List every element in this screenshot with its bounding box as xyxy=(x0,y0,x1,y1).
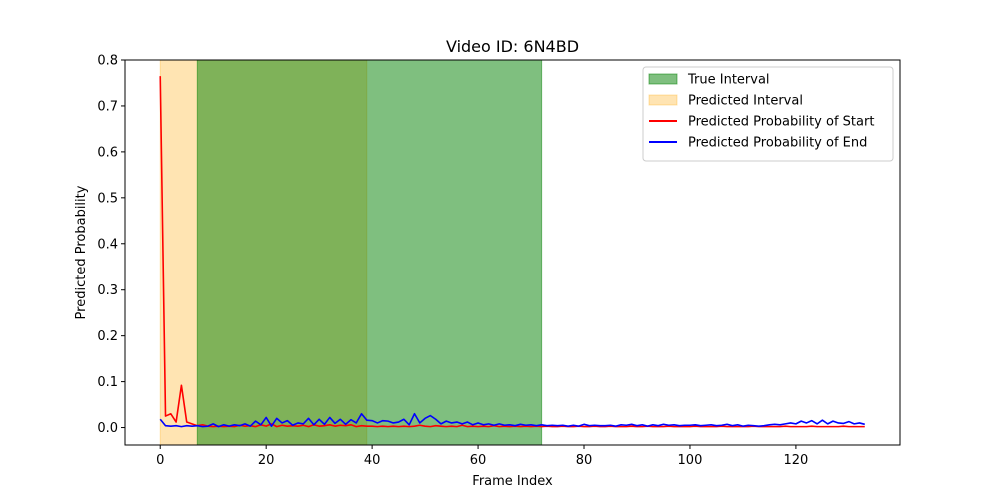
y-axis-ticks: 0.0 0.1 0.2 0.3 0.4 0.5 0.6 0.7 0.8 xyxy=(97,54,125,436)
y-tick-label: 0.5 xyxy=(97,191,118,206)
x-tick-label: 60 xyxy=(470,453,487,468)
legend: True Interval Predicted Interval Predicted… xyxy=(642,66,894,162)
x-axis-ticks: 0 20 40 60 80 100 120 xyxy=(156,445,808,468)
y-tick-label: 0.4 xyxy=(97,237,118,252)
x-tick-label: 40 xyxy=(364,453,381,468)
y-tick-label: 0.6 xyxy=(97,145,118,160)
x-tick-label: 120 xyxy=(783,453,808,468)
y-tick-label: 0.3 xyxy=(97,283,118,298)
y-tick-label: 0.8 xyxy=(97,54,118,69)
x-tick-label: 0 xyxy=(156,453,164,468)
legend-label-predicted-interval: Predicted Interval xyxy=(688,94,803,109)
y-tick-label: 0.0 xyxy=(97,421,118,436)
true-interval-band xyxy=(197,60,542,445)
plot-frame xyxy=(124,59,901,446)
legend-label-predicted-probability-of-end: Predicted Probability of End xyxy=(688,136,867,151)
y-tick-label: 0.7 xyxy=(97,99,118,114)
legend-swatch-predicted-interval xyxy=(648,94,678,106)
y-tick-label: 0.2 xyxy=(97,329,118,344)
y-tick-label: 0.1 xyxy=(97,375,118,390)
predicted-probability-of-end-line xyxy=(159,412,865,428)
x-tick-label: 80 xyxy=(576,453,593,468)
interval-bands xyxy=(159,60,543,445)
x-axis-label: Frame Index xyxy=(472,474,553,489)
x-tick-label: 20 xyxy=(258,453,275,468)
series-lines xyxy=(159,76,865,428)
legend-label-predicted-probability-of-start: Predicted Probability of Start xyxy=(688,115,874,130)
predicted-probability-of-start-line xyxy=(159,76,865,428)
x-tick-label: 100 xyxy=(678,453,703,468)
legend-swatch-true-interval xyxy=(648,73,678,85)
chart-title: Video ID: 6N4BD xyxy=(446,37,579,56)
legend-box xyxy=(642,66,894,162)
y-axis-label: Predicted Probability xyxy=(74,185,89,319)
legend-label-true-interval: True Interval xyxy=(687,73,770,88)
